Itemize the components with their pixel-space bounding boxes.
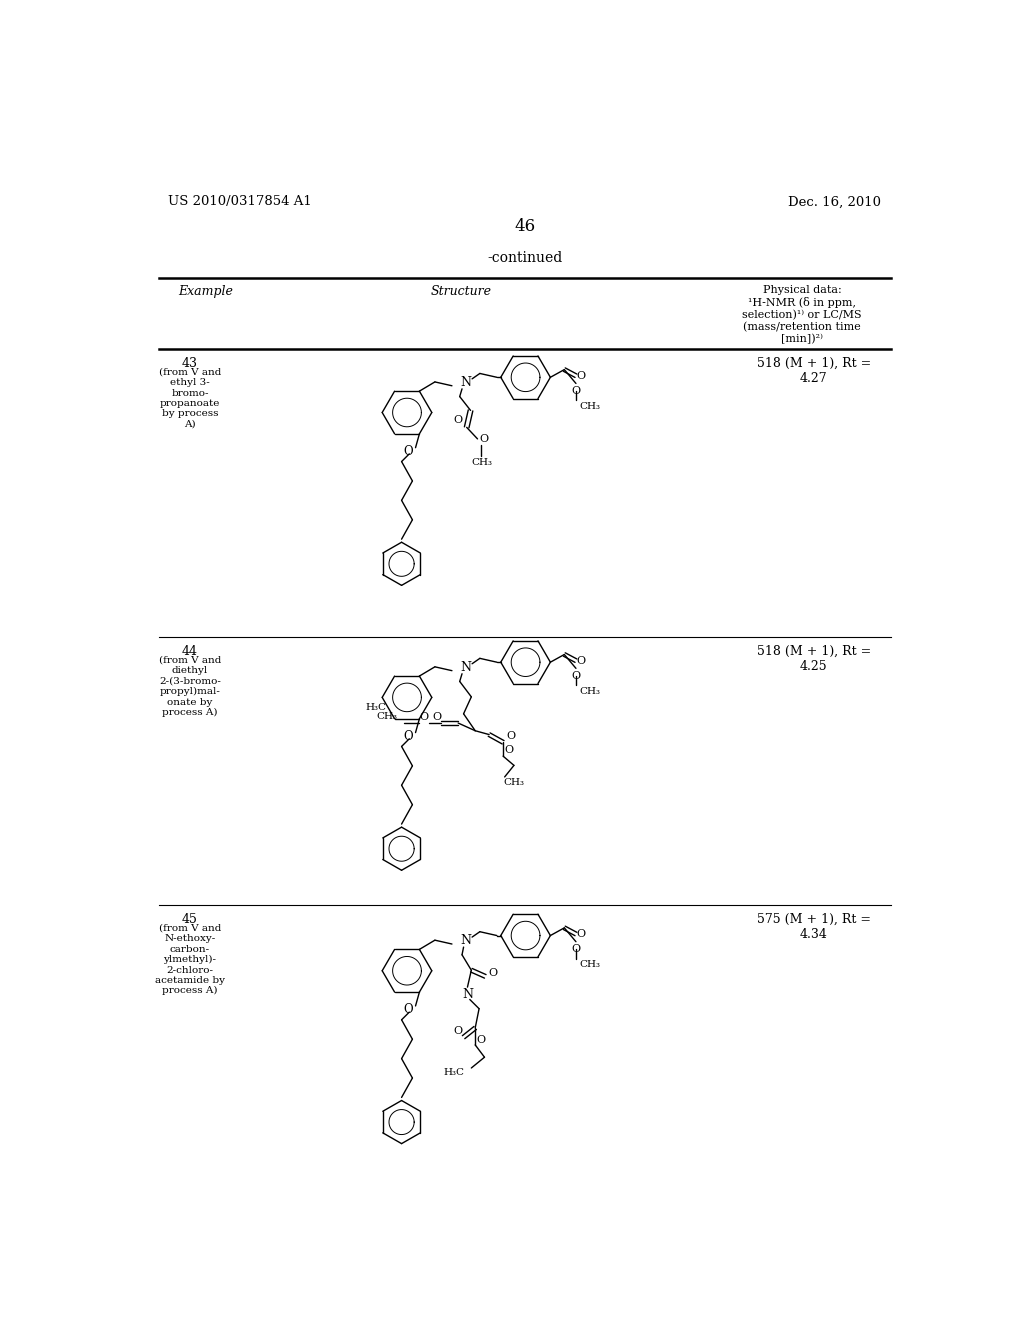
- Text: CH₃: CH₃: [504, 777, 524, 787]
- Text: CH₃: CH₃: [580, 686, 601, 696]
- Text: O: O: [505, 744, 514, 755]
- Text: H₃C: H₃C: [366, 704, 387, 711]
- Text: (from V and
ethyl 3-
bromo-
propanoate
by process
A): (from V and ethyl 3- bromo- propanoate b…: [159, 368, 221, 429]
- Text: Physical data:
¹H-NMR (δ in ppm,
selection)¹⁾ or LC/MS
(mass/retention time
[min: Physical data: ¹H-NMR (δ in ppm, selecti…: [742, 285, 862, 345]
- Text: Structure: Structure: [431, 285, 492, 298]
- Text: O: O: [577, 371, 586, 380]
- Text: CH₃: CH₃: [580, 961, 601, 969]
- Text: -continued: -continued: [487, 251, 562, 265]
- Text: O: O: [571, 387, 581, 396]
- Text: 45: 45: [182, 913, 198, 927]
- Text: O: O: [577, 656, 586, 665]
- Text: O: O: [571, 944, 581, 954]
- Text: O: O: [488, 969, 498, 978]
- Text: (from V and
diethyl
2-(3-bromo-
propyl)mal-
onate by
process A): (from V and diethyl 2-(3-bromo- propyl)m…: [159, 656, 221, 717]
- Text: O: O: [454, 414, 463, 425]
- Text: 518 (M + 1), Rt =
4.25: 518 (M + 1), Rt = 4.25: [757, 645, 871, 673]
- Text: Example: Example: [178, 285, 232, 298]
- Text: CH₃: CH₃: [471, 458, 492, 466]
- Text: O: O: [506, 731, 515, 741]
- Text: CH₃: CH₃: [580, 403, 601, 411]
- Text: N: N: [461, 935, 471, 948]
- Text: O: O: [403, 445, 413, 458]
- Text: 44: 44: [182, 645, 198, 659]
- Text: 575 (M + 1), Rt =
4.34: 575 (M + 1), Rt = 4.34: [757, 913, 870, 941]
- Text: (from V and
N-ethoxy-
carbon-
ylmethyl)-
2-chloro-
acetamide by
process A): (from V and N-ethoxy- carbon- ylmethyl)-…: [155, 924, 225, 995]
- Text: Dec. 16, 2010: Dec. 16, 2010: [788, 195, 882, 209]
- Text: N: N: [461, 376, 471, 389]
- Text: H₃C: H₃C: [443, 1068, 464, 1077]
- Text: CH₃: CH₃: [377, 713, 397, 721]
- Text: 518 (M + 1), Rt =
4.27: 518 (M + 1), Rt = 4.27: [757, 358, 871, 385]
- Text: 46: 46: [514, 218, 536, 235]
- Text: O: O: [571, 671, 581, 681]
- Text: O: O: [432, 711, 441, 722]
- Text: O: O: [454, 1026, 463, 1036]
- Text: O: O: [477, 1035, 486, 1044]
- Text: O: O: [420, 711, 429, 722]
- Text: N: N: [462, 989, 473, 1002]
- Text: O: O: [403, 1003, 413, 1016]
- Text: US 2010/0317854 A1: US 2010/0317854 A1: [168, 195, 312, 209]
- Text: O: O: [403, 730, 413, 743]
- Text: 43: 43: [182, 358, 198, 370]
- Text: O: O: [479, 434, 488, 444]
- Text: O: O: [577, 929, 586, 939]
- Text: N: N: [461, 661, 471, 675]
